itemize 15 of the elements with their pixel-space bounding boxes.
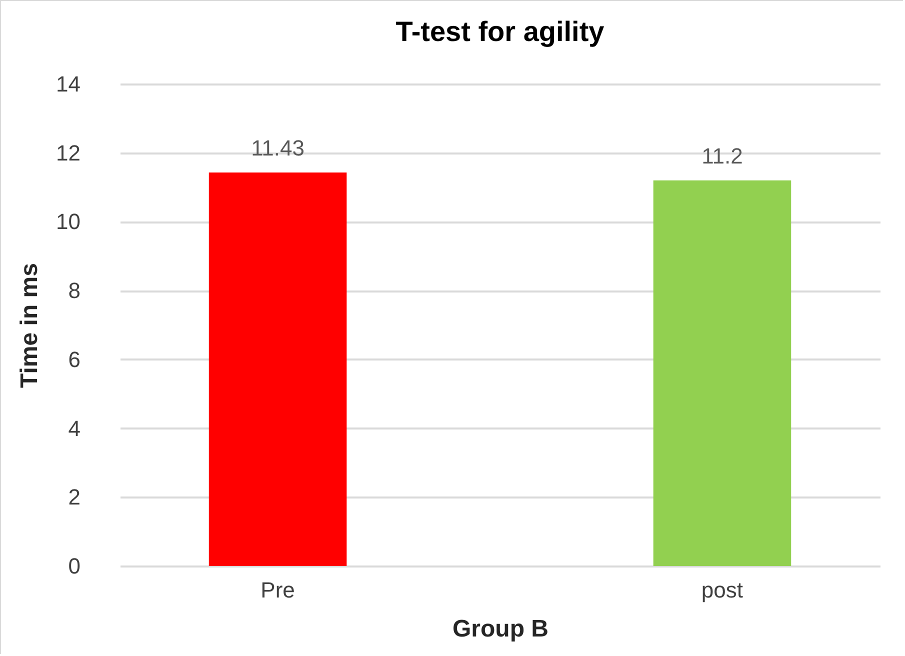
y-tick-label: 6 — [68, 346, 80, 372]
y-axis-title: Time in ms — [16, 263, 44, 388]
y-tick-label: 2 — [68, 484, 80, 510]
y-tick-label: 0 — [68, 554, 80, 578]
chart-title: T-test for agility — [396, 16, 605, 47]
data-label: 11.43 — [251, 135, 304, 160]
x-tick-label: post — [701, 578, 744, 602]
y-tick-label: 14 — [56, 72, 80, 96]
y-tick-label: 12 — [56, 140, 80, 166]
y-tick-label: 10 — [56, 209, 80, 234]
x-tick-label: Pre — [260, 578, 295, 602]
data-label: 11.2 — [702, 143, 743, 168]
y-tick-label: 8 — [68, 278, 80, 304]
x-axis-title: Group B — [452, 616, 548, 642]
y-tick-label: 4 — [68, 416, 80, 441]
